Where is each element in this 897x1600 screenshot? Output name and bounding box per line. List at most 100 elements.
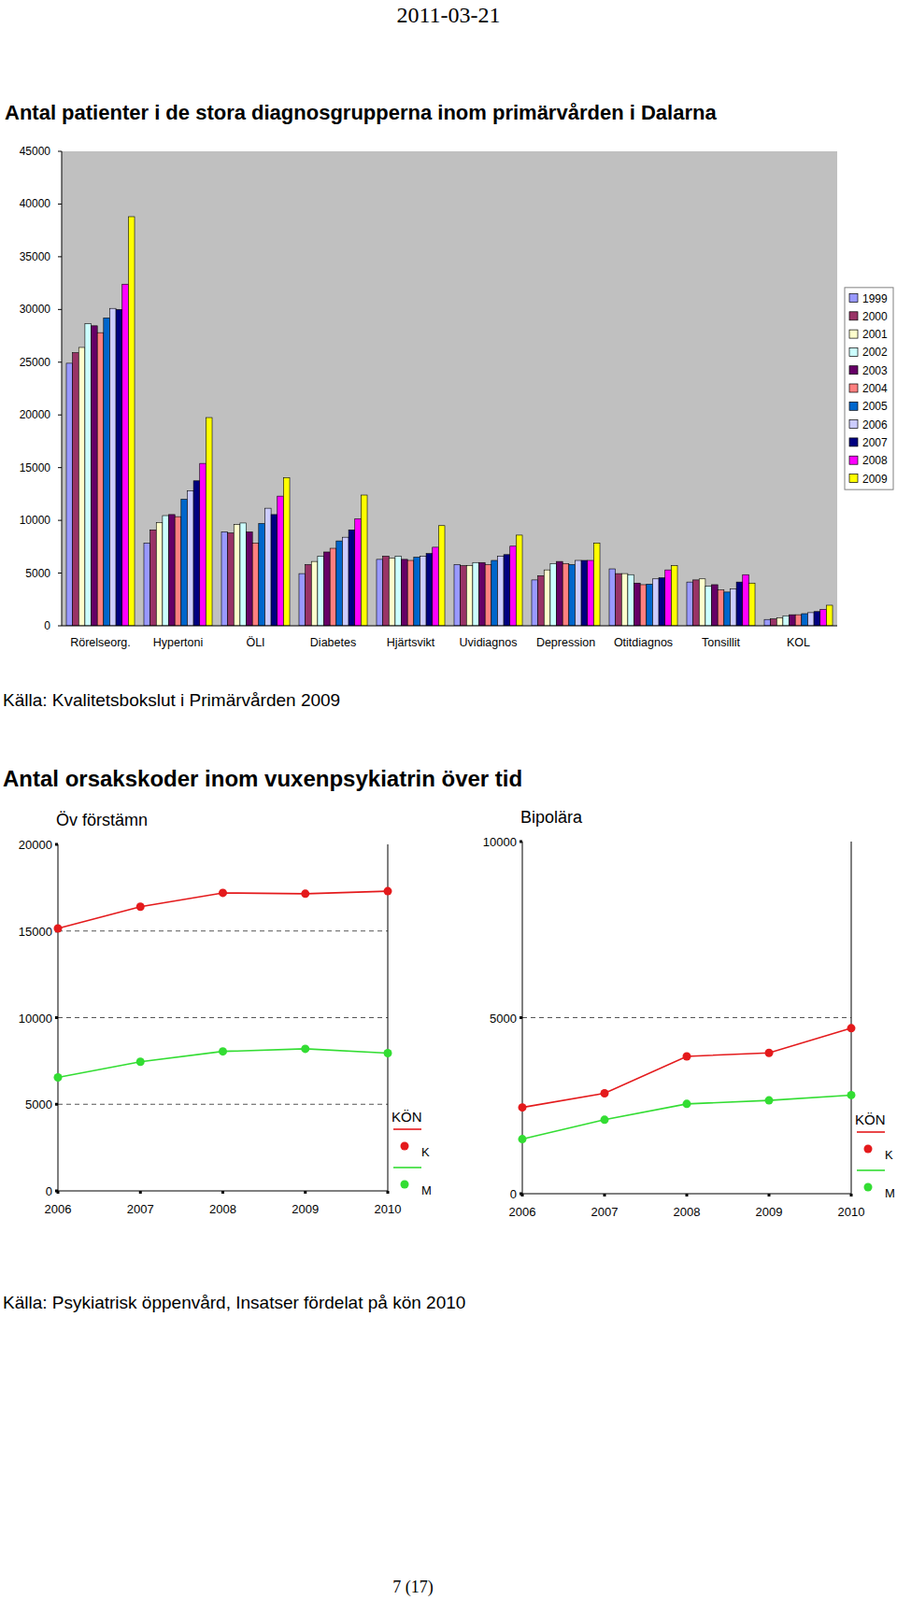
bar [825,605,833,627]
bar [233,525,241,627]
legend-marker [864,1145,873,1154]
bar [150,529,157,627]
bar [199,463,207,627]
y-tick [57,361,62,363]
bar [609,569,616,627]
grid-line [57,930,388,932]
x-tick-label: 2007 [591,1205,619,1220]
category-label: Otitdiagnos [613,636,673,650]
legend-label: K [421,1145,430,1160]
bar [395,555,402,627]
bar [658,578,666,627]
bar [305,565,313,627]
series-line [522,1095,852,1140]
grid-line [57,1104,388,1106]
bar [317,555,325,627]
point [136,902,145,912]
y-tick [57,151,62,153]
legend-swatch [849,347,858,356]
y-tick-label: 25000 [19,355,52,370]
point [384,887,393,897]
bar [776,618,784,627]
y-tick-label: 5000 [489,1011,517,1026]
bar [454,565,461,627]
bar [693,580,700,627]
bar [66,363,73,627]
bar [143,542,151,627]
marks [54,887,393,1083]
bar [543,569,551,627]
y-tick [519,840,523,844]
bar [569,565,576,627]
legend-marker [864,1183,873,1193]
y-tick-label: 45000 [19,144,52,158]
category-label: ÖLI [245,636,265,650]
bar [240,523,247,627]
x-tick-label: 2006 [44,1202,72,1217]
bar [807,612,814,627]
point [136,1057,145,1067]
bar [277,496,285,627]
x-tick [139,1191,143,1195]
point [600,1115,610,1125]
y-tick [57,626,62,627]
chart-title: Bipolära [520,808,584,827]
point [218,888,228,897]
x-tick-label: 2008 [673,1205,701,1220]
legend-label: 2009 [862,472,888,486]
bar [615,573,623,627]
x-tick-label: 2009 [291,1202,319,1217]
legend: KÖNKM [854,1111,896,1201]
legend-line [393,1128,422,1131]
y-tick [55,1103,58,1107]
x-tick [56,1191,60,1195]
bar [581,560,588,627]
bar [115,309,123,627]
bar [736,582,743,627]
bar [193,481,200,627]
legend-swatch [849,294,858,303]
legend-label: 2007 [862,436,888,450]
bar [479,562,486,627]
bar [556,561,564,627]
bar [783,615,790,627]
bar [621,573,628,627]
legend-swatch [849,401,858,411]
bar [764,619,771,627]
category-label: Hjärtsvikt [386,636,436,650]
bar [283,477,290,627]
point [54,924,63,933]
bar [646,583,654,627]
bar [665,569,672,627]
bar [593,542,600,627]
bar [264,508,271,627]
plot-frame-right [851,841,853,1195]
y-tick-label: 35000 [19,250,52,264]
bar [484,565,492,627]
bar [538,575,545,627]
grid-line [57,1017,388,1019]
x-tick [768,1194,771,1197]
point [765,1049,774,1058]
legend-marker [400,1142,410,1152]
bar [341,537,349,627]
x-tick [386,1191,390,1195]
point [765,1096,774,1106]
bar [748,583,755,627]
point [683,1052,692,1061]
y-tick [57,467,62,469]
y-tick-label: 15000 [19,461,52,475]
bar [813,612,821,627]
bar [717,590,725,627]
marks [518,1024,856,1144]
bar [789,614,797,627]
y-tick [57,572,62,574]
legend-label: 2003 [862,364,888,378]
legend-swatch [849,312,858,321]
point [54,1073,63,1083]
bar [550,563,557,627]
bars [66,216,833,627]
y-tick [55,1016,58,1020]
bar [801,613,809,627]
bar [419,555,427,627]
